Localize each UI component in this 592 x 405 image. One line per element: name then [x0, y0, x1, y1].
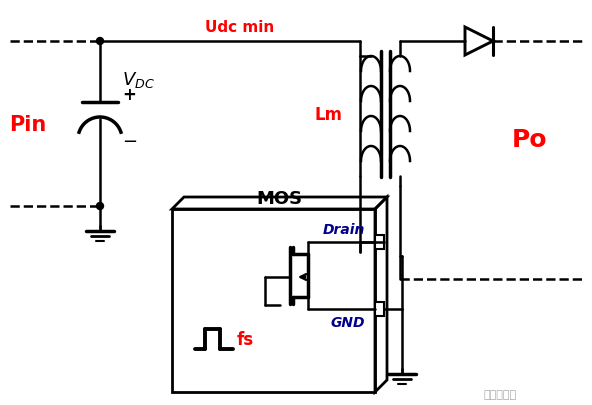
Text: MOS: MOS — [256, 190, 303, 207]
Circle shape — [96, 203, 104, 210]
Text: Drain: Drain — [323, 222, 365, 237]
Text: 拱振硬电子: 拱振硬电子 — [484, 389, 517, 399]
Text: Pin: Pin — [9, 115, 47, 135]
Text: Udc min: Udc min — [205, 20, 275, 35]
Text: fs: fs — [237, 330, 254, 348]
Circle shape — [96, 38, 104, 45]
Bar — [375, 235, 384, 249]
Bar — [375, 302, 384, 316]
Text: $V_{DC}$: $V_{DC}$ — [122, 70, 155, 90]
Text: GND: GND — [330, 315, 365, 329]
Text: Po: Po — [512, 128, 548, 151]
Text: +: + — [122, 86, 136, 104]
Text: $-$: $-$ — [122, 131, 137, 149]
Text: Lm: Lm — [314, 106, 342, 124]
